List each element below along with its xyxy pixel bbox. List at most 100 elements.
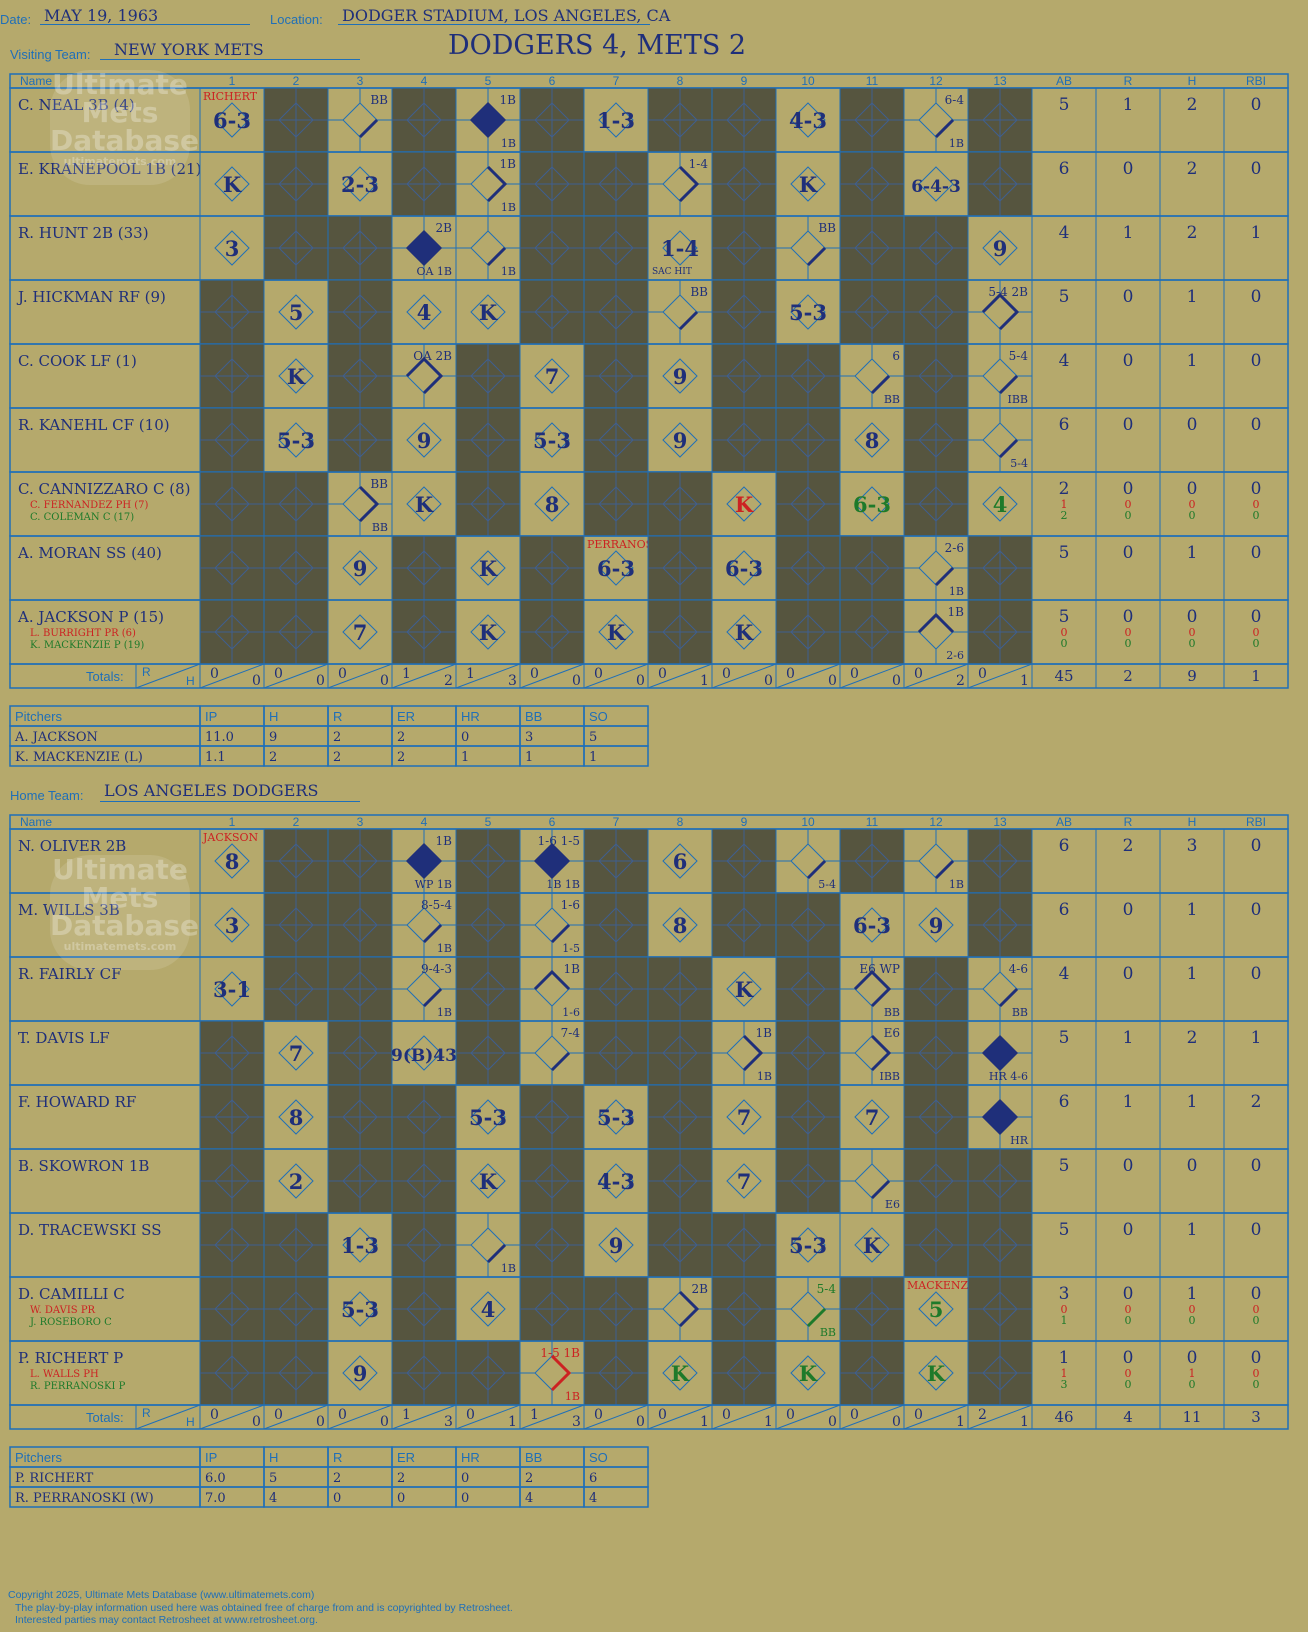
visitors-out-diamond: [790, 102, 826, 138]
basepath-first: [934, 118, 955, 139]
home-pitcher-cell: [583, 1486, 649, 1508]
base-diamond: [406, 971, 442, 1007]
visitors-out-diamond: [982, 230, 1018, 266]
home-player-name: N. OLIVER 2B: [18, 837, 126, 855]
home-team-label: Home Team:: [10, 788, 84, 803]
home-out-diamond: [662, 907, 698, 943]
inning-header: 6: [549, 815, 556, 829]
basepath-first: [870, 374, 891, 395]
home-stat-value: 0: [1123, 900, 1134, 920]
visitors-total-stat: 45: [1054, 667, 1073, 685]
visitors-out-diamond: [406, 422, 442, 458]
visitors-pitcher-header: SO: [589, 709, 608, 724]
basepath-second: [678, 1290, 700, 1328]
home-inning-hits: 1: [700, 1414, 709, 1430]
inning-header: 11: [866, 815, 879, 829]
visitors-pitcher-value: 2: [397, 750, 405, 765]
home-play-result: 4: [481, 1297, 496, 1322]
home-out-diamond: [470, 1291, 506, 1327]
home-total-stat: 3: [1251, 1408, 1261, 1426]
base-diamond: [854, 1035, 890, 1071]
home-play-result: 5: [929, 1297, 944, 1322]
visitors-inning-total-divider: [903, 663, 969, 689]
visitors-inning-total-divider: [711, 663, 777, 689]
home-play-result: 7: [737, 1169, 752, 1194]
play-note-top: 9-4-3: [421, 962, 452, 976]
home-stat-value: 5: [1059, 1156, 1070, 1176]
home-inning-hits: 1: [508, 1414, 517, 1430]
visitors-out-diamond: [470, 550, 506, 586]
home-stat-value: 1: [1061, 1314, 1068, 1327]
visitors-play-result: 6-3: [213, 108, 251, 133]
visitors-stat-value: 0: [1123, 543, 1134, 563]
watermark-line2: Mets: [81, 96, 159, 129]
play-note-bottom: 1B: [565, 1390, 580, 1403]
inning-header: 5: [485, 815, 492, 829]
visitors-pitcher-value: 5: [589, 730, 597, 745]
basepath-first: [422, 923, 443, 944]
basepath-first: [998, 987, 1019, 1008]
visitors-inning-hits: 0: [828, 673, 837, 689]
visitors-pitcher-value: 2: [333, 750, 341, 765]
basepath-first: [422, 987, 443, 1008]
base-diamond: [342, 102, 378, 138]
visitors-play-result: K: [415, 492, 434, 517]
base-diamond: [918, 102, 954, 138]
home-stat-value: 0: [1125, 1314, 1132, 1327]
visitors-pitcher-value: 3: [525, 730, 533, 745]
visitors-stat-value: 0: [1125, 637, 1132, 650]
visitors-pitcher-value: 2: [397, 730, 405, 745]
visitors-play-result: 5-3: [277, 428, 315, 453]
home-inning-hits: 0: [636, 1414, 645, 1430]
name-header: Name: [20, 74, 52, 88]
home-inning-total-divider: [903, 1404, 969, 1430]
home-inning-hits: 0: [828, 1414, 837, 1430]
stat-header: AB: [1056, 815, 1072, 829]
basepath-first: [934, 566, 955, 587]
visitors-stat-value: 0: [1061, 626, 1068, 639]
visitors-out-diamond: [214, 230, 250, 266]
home-player-name: B. SKOWRON 1B: [18, 1157, 149, 1175]
home-pitcher-value: 0: [397, 1491, 405, 1506]
base-diamond: [854, 1163, 890, 1199]
home-play-result: K: [479, 1169, 498, 1194]
home-play-result: 5-3: [341, 1297, 379, 1322]
home-stat-value: 0: [1123, 1284, 1134, 1304]
home-player-name: T. DAVIS LF: [18, 1029, 110, 1047]
basepath-first: [550, 923, 571, 944]
basepath-second: [486, 165, 508, 203]
home-inning-total-divider: [647, 1404, 713, 1430]
home-stat-value: 0: [1189, 1303, 1196, 1316]
play-note-top: BB: [818, 221, 836, 235]
home-stat-value: 1: [1189, 1367, 1196, 1380]
home-inning-runs: 0: [786, 1407, 795, 1423]
play-note-bottom: BB: [884, 393, 900, 406]
visitors-stat-value: 0: [1125, 509, 1132, 522]
home-play-result: 8: [289, 1105, 304, 1130]
play-note-top: 6-4: [945, 93, 965, 107]
home-team-name: LOS ANGELES DODGERS: [104, 781, 319, 800]
visitors-inning-total-divider: [455, 663, 521, 689]
visitors-stat-value: 5: [1059, 607, 1070, 627]
base-diamond: [982, 422, 1018, 458]
play-note-bottom: 1-6: [562, 1006, 580, 1019]
visitors-inning-hits: 0: [252, 673, 261, 689]
play-note-bottom: 1B: [437, 942, 452, 955]
visitors-out-diamond: [598, 550, 634, 586]
visitors-inning-runs: 0: [530, 666, 539, 682]
visitors-stat-value: 1: [1251, 223, 1262, 243]
home-player-name: M. WILLS 3B: [18, 901, 120, 919]
visitors-stat-value: 0: [1061, 637, 1068, 650]
home-stat-value: 0: [1123, 1348, 1134, 1368]
base-diamond: [982, 294, 1018, 330]
inning-header: 7: [613, 815, 620, 829]
basepath-second: [550, 1354, 572, 1392]
home-pitcher-value: 4: [589, 1491, 597, 1506]
visitors-out-diamond: [406, 294, 442, 330]
home-inning-runs: 0: [594, 1407, 603, 1423]
play-note-bottom: 1B: [437, 1006, 452, 1019]
visitors-play-result: 1-3: [597, 108, 635, 133]
play-note-top: BB: [370, 93, 388, 107]
visitors-pitcher-value: 1: [589, 750, 597, 765]
visitors-inning-hits: 1: [700, 673, 709, 689]
